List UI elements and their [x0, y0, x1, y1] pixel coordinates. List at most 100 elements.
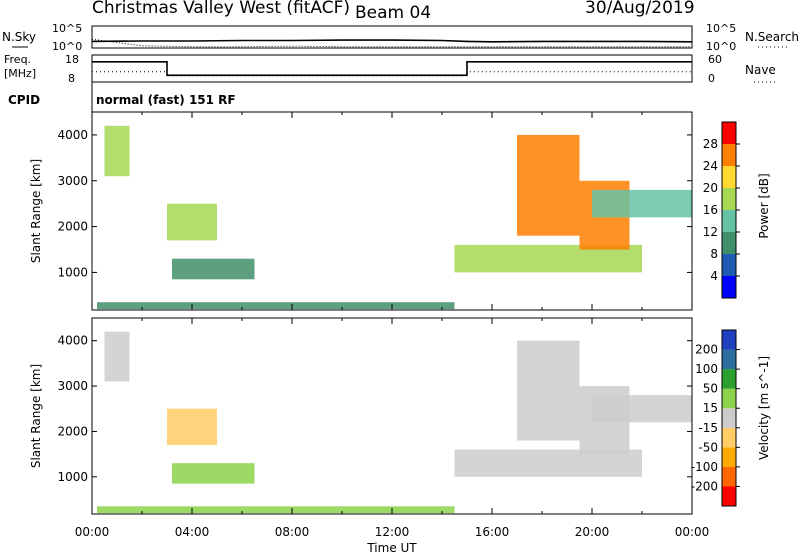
freq-series-line: [92, 60, 692, 77]
power-xticks: [91, 112, 693, 310]
freq-label: Freq.: [4, 53, 31, 66]
scatter-region: [104, 125, 130, 177]
colorbar-segment: [722, 388, 736, 409]
nsearch-series-line: [91, 38, 692, 48]
scatter-region: [97, 302, 455, 310]
colorbar-segment: [722, 427, 736, 448]
date-label: 30/Aug/2019: [585, 0, 695, 18]
time-axis-title: Time UT: [366, 541, 417, 554]
y-tick-label: 1000: [57, 265, 88, 279]
colorbar-tick-label: 12: [703, 225, 718, 239]
colorbar-tick-label: 15: [703, 401, 718, 415]
time-tick-label: 16:00: [475, 525, 510, 539]
colorbar-tick-label: -50: [698, 440, 718, 454]
velocity-xticks: [91, 318, 693, 514]
nsky-series-line: [91, 39, 693, 43]
y-tick-label: 2000: [57, 424, 88, 438]
freq-tick-bottom: 8: [68, 72, 75, 85]
scatter-region: [104, 331, 130, 382]
y-tick-label: 3000: [57, 174, 88, 188]
power-colorbar: 4 8 12 16 20 24 28: [703, 121, 740, 299]
colorbar-segment: [722, 210, 736, 232]
time-tick-label: 04:00: [175, 525, 210, 539]
nsearch-tick-top: 10^5: [706, 22, 736, 35]
colorbar-segment: [722, 254, 736, 276]
cpid-label: CPID: [8, 93, 40, 107]
velocity-ylabel: Slant Range [km]: [29, 364, 43, 468]
colorbar-segment: [722, 447, 736, 467]
nsearch-tick-bottom: 10^0: [706, 40, 736, 53]
colorbar-segment: [722, 408, 736, 428]
freq-panel: [91, 54, 693, 83]
scatter-region: [517, 134, 580, 236]
colorbar-tick-label: 24: [703, 159, 718, 173]
colorbar-tick-label: 100: [695, 362, 718, 376]
scatter-region: [592, 395, 692, 423]
time-axis-labels: 00:00 04:00 08:00 12:00 16:00 20:00 00:00: [75, 525, 710, 539]
colorbar-segment: [722, 188, 736, 210]
power-panel: 1000 2000 3000 4000 Slant Range [km]: [29, 111, 693, 311]
y-tick-label: 4000: [57, 334, 88, 348]
nave-label: Nave: [745, 63, 776, 77]
colorbar-segment: [722, 330, 736, 350]
colorbar-segment: [722, 369, 736, 389]
colorbar-tick-label: 4: [710, 269, 718, 283]
colorbar-tick-label: 50: [703, 382, 718, 396]
station-title: Christmas Valley West (fitACF): [92, 0, 350, 18]
colorbar-tick-label: -200: [691, 479, 718, 493]
scatter-region: [167, 203, 217, 241]
nave-tick-bottom: 0: [708, 72, 715, 85]
freq-tick-top: 18: [65, 53, 79, 66]
colorbar-tick-label: -15: [698, 421, 718, 435]
colorbar-tick-label: -100: [691, 460, 718, 474]
velocity-data-group: [97, 331, 692, 514]
time-tick-label: 00:00: [675, 525, 710, 539]
nsky-label: N.Sky: [2, 30, 36, 44]
time-tick-label: 12:00: [375, 525, 410, 539]
scatter-region: [172, 258, 255, 280]
velocity-colorbar: -200 -100 -50 -15 15 50 100 200: [691, 329, 740, 507]
colorbar-segment: [722, 144, 736, 166]
nsky-panel: [91, 25, 693, 49]
power-data-group: [97, 125, 692, 310]
power-yticks: 1000 2000 3000 4000: [57, 128, 692, 279]
velocity-yticks: 1000 2000 3000 4000: [57, 334, 692, 484]
colorbar-tick-label: 28: [703, 137, 718, 151]
colorbar-segment: [722, 349, 736, 370]
y-tick-label: 4000: [57, 128, 88, 142]
colorbar-segment: [722, 486, 736, 506]
scatter-region: [167, 408, 217, 445]
cpid-text: normal (fast) 151 RF: [96, 93, 236, 107]
nsky-tick-top: 10^5: [52, 22, 82, 35]
power-colorbar-label: Power [dB]: [757, 173, 771, 238]
y-tick-label: 2000: [57, 220, 88, 234]
colorbar-segment: [722, 122, 736, 144]
scatter-region: [517, 340, 580, 441]
time-tick-label: 08:00: [275, 525, 310, 539]
y-tick-label: 1000: [57, 470, 88, 484]
velocity-colorbar-label: Velocity [m s^-1]: [757, 356, 771, 460]
colorbar-segment: [722, 232, 736, 254]
scatter-region: [97, 506, 455, 514]
time-tick-label: 20:00: [575, 525, 610, 539]
beam-label: Beam 04: [355, 3, 431, 23]
colorbar-segment: [722, 466, 736, 487]
time-tick-label: 00:00: [75, 525, 110, 539]
nave-series-line: [92, 71, 692, 76]
y-tick-label: 3000: [57, 379, 88, 393]
colorbar-tick-label: 200: [695, 343, 718, 357]
colorbar-frame: [721, 329, 737, 507]
colorbar-segment: [722, 166, 736, 188]
nave-tick-top: 60: [708, 53, 722, 66]
scatter-region: [592, 189, 692, 218]
colorbar-tick-label: 20: [703, 181, 718, 195]
velocity-panel: 1000 2000 3000 4000 Slant Range [km]: [29, 317, 693, 515]
colorbar-tick-label: 8: [710, 247, 718, 261]
colorbar-segment: [722, 276, 736, 298]
power-ylabel: Slant Range [km]: [29, 159, 43, 263]
colorbar-tick-label: 16: [703, 203, 718, 217]
nsky-tick-bottom: 10^0: [52, 40, 82, 53]
freq-unit-label: [MHz]: [4, 67, 36, 80]
scatter-region: [172, 463, 255, 484]
